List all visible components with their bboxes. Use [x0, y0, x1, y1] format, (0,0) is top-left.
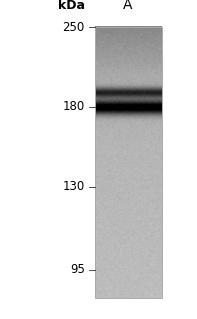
Text: 250: 250 — [62, 21, 85, 33]
Text: kDa: kDa — [58, 0, 85, 11]
Text: 130: 130 — [62, 180, 85, 193]
Text: A: A — [123, 0, 133, 12]
Text: 95: 95 — [70, 263, 85, 276]
Text: 180: 180 — [62, 100, 85, 113]
